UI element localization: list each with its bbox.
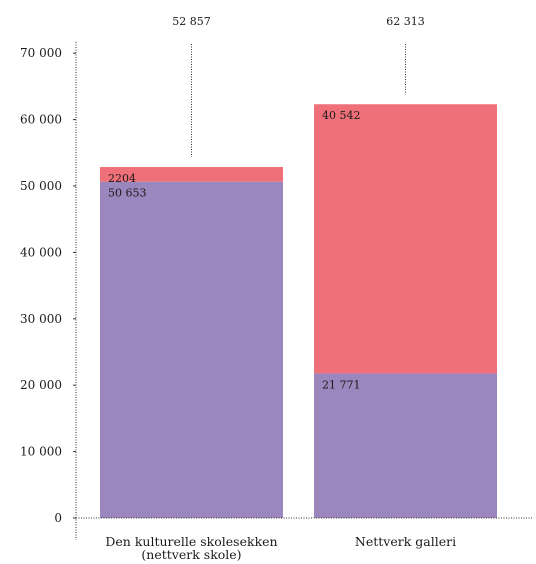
- y-tick-label: 10 000: [20, 445, 62, 459]
- data-label: 2204: [108, 172, 136, 185]
- bar-segment: [314, 104, 497, 374]
- y-axis: 0 10 000 20 000 30 000 40 000 50 000 60 000 70 …: [20, 42, 77, 540]
- y-tick-label: 30 000: [20, 312, 62, 326]
- callouts: 52 857 62 313: [172, 15, 425, 158]
- data-label: 40 542: [322, 109, 361, 122]
- data-label: 21 771: [322, 378, 361, 391]
- y-tick-label: 0: [54, 511, 62, 525]
- y-tick-label: 40 000: [20, 245, 62, 259]
- callout-label: 62 313: [386, 15, 425, 28]
- category-label: Nettverk galleri: [355, 534, 456, 549]
- bar-segment: [100, 167, 283, 182]
- callout-label: 52 857: [172, 15, 211, 28]
- bar-segment: [100, 181, 283, 519]
- category-label: Den kulturelle skolesekken: [105, 534, 277, 549]
- y-tick-label: 20 000: [20, 378, 62, 392]
- bars: 50 653 2204 21 771 40 542: [100, 104, 497, 519]
- data-label: 50 653: [108, 187, 147, 200]
- y-tick-label: 70 000: [20, 46, 62, 60]
- category-label: (nettverk skole): [141, 547, 241, 562]
- y-tick-label: 60 000: [20, 113, 62, 127]
- x-axis: Den kulturelle skolesekken(nettverk skol…: [76, 517, 532, 562]
- bar-segment: [314, 373, 497, 518]
- y-tick-label: 50 000: [20, 179, 62, 193]
